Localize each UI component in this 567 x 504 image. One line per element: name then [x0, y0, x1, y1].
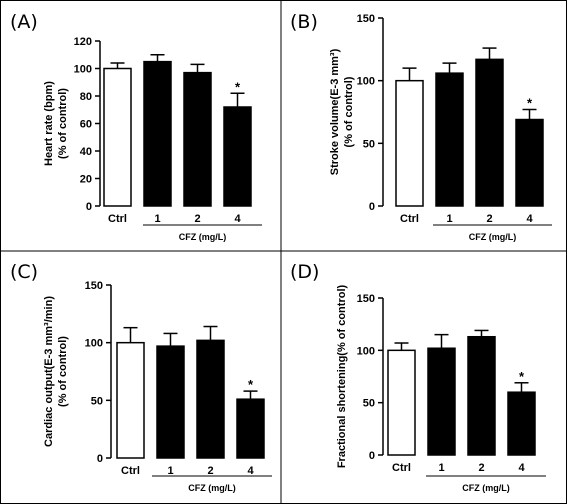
- y-tick-label: 0: [369, 450, 375, 462]
- panel-label: (C): [10, 261, 38, 283]
- x-axis-label: CFZ (mg/L): [179, 232, 227, 242]
- bar-1: [435, 72, 464, 207]
- category-label: 2: [478, 462, 484, 474]
- category-label: 1: [167, 465, 173, 477]
- y-tick-label: 120: [74, 36, 92, 48]
- y-tick-label: 60: [80, 119, 92, 131]
- y-axis-label-secondary: (% of control): [57, 88, 69, 159]
- y-tick-label: 150: [357, 293, 375, 305]
- bar-4: [223, 106, 252, 207]
- category-label: Ctrl: [121, 465, 140, 477]
- bar-ctrl: [387, 349, 416, 456]
- y-tick-label: 100: [74, 64, 92, 76]
- panel-label: (B): [290, 11, 318, 33]
- significance-marker: *: [519, 369, 525, 384]
- y-tick-label: 20: [80, 174, 92, 186]
- y-tick-label: 80: [80, 91, 92, 103]
- bar-4: [507, 391, 536, 456]
- bar-ctrl: [395, 79, 424, 207]
- x-axis-label: CFZ (mg/L): [469, 232, 517, 242]
- y-tick-label: 150: [85, 280, 103, 292]
- y-axis-label-secondary: (% of control): [57, 336, 69, 407]
- y-tick-label: 150: [357, 13, 375, 25]
- bar-2: [475, 58, 504, 207]
- category-label: Ctrl: [392, 462, 411, 474]
- category-label: 4: [518, 462, 525, 474]
- bar-2: [183, 71, 212, 207]
- category-label: Ctrl: [108, 213, 127, 225]
- bar-ctrl: [103, 67, 132, 207]
- significance-marker: *: [527, 95, 533, 110]
- panel-label: (A): [10, 11, 38, 33]
- y-tick-label: 100: [85, 338, 103, 350]
- y-tick-label: 100: [357, 345, 375, 357]
- y-tick-label: 100: [357, 76, 375, 88]
- category-label: 2: [486, 213, 492, 225]
- y-tick-label: 50: [91, 395, 103, 407]
- significance-marker: *: [248, 377, 254, 392]
- y-tick-label: 50: [363, 398, 375, 410]
- category-label: 4: [526, 213, 533, 225]
- y-tick-label: 40: [80, 146, 92, 158]
- panel-label: (D): [290, 261, 319, 283]
- bar-2: [196, 339, 225, 459]
- y-axis-label-secondary: (% of control): [343, 76, 355, 147]
- y-tick-label: 50: [363, 138, 375, 150]
- category-label: 1: [438, 462, 444, 474]
- bar-ctrl: [116, 341, 145, 459]
- y-axis-label: Fractional shortening(% of control): [336, 285, 348, 469]
- bar-1: [427, 347, 456, 456]
- significance-marker: *: [235, 79, 241, 94]
- bar-1: [156, 345, 185, 459]
- y-tick-label: 0: [97, 453, 103, 465]
- y-axis-label: Heart rate (bpm): [43, 81, 55, 166]
- y-axis-label: Cardiac output(E-3 mm³/min): [43, 296, 55, 447]
- y-tick-label: 0: [369, 201, 375, 213]
- category-label: 1: [446, 213, 452, 225]
- category-label: 2: [194, 213, 200, 225]
- bar-2: [467, 335, 496, 456]
- category-label: 1: [154, 213, 160, 225]
- category-label: 2: [207, 465, 213, 477]
- category-label: 4: [247, 465, 254, 477]
- category-label: 4: [234, 213, 241, 225]
- bar-1: [143, 60, 172, 207]
- x-axis-label: CFZ (mg/L): [462, 483, 510, 493]
- x-axis-label: CFZ (mg/L): [188, 483, 236, 493]
- y-axis-label: Stroke volume(E-3 mm³): [329, 48, 341, 175]
- category-label: Ctrl: [400, 213, 419, 225]
- y-tick-label: 0: [86, 201, 92, 213]
